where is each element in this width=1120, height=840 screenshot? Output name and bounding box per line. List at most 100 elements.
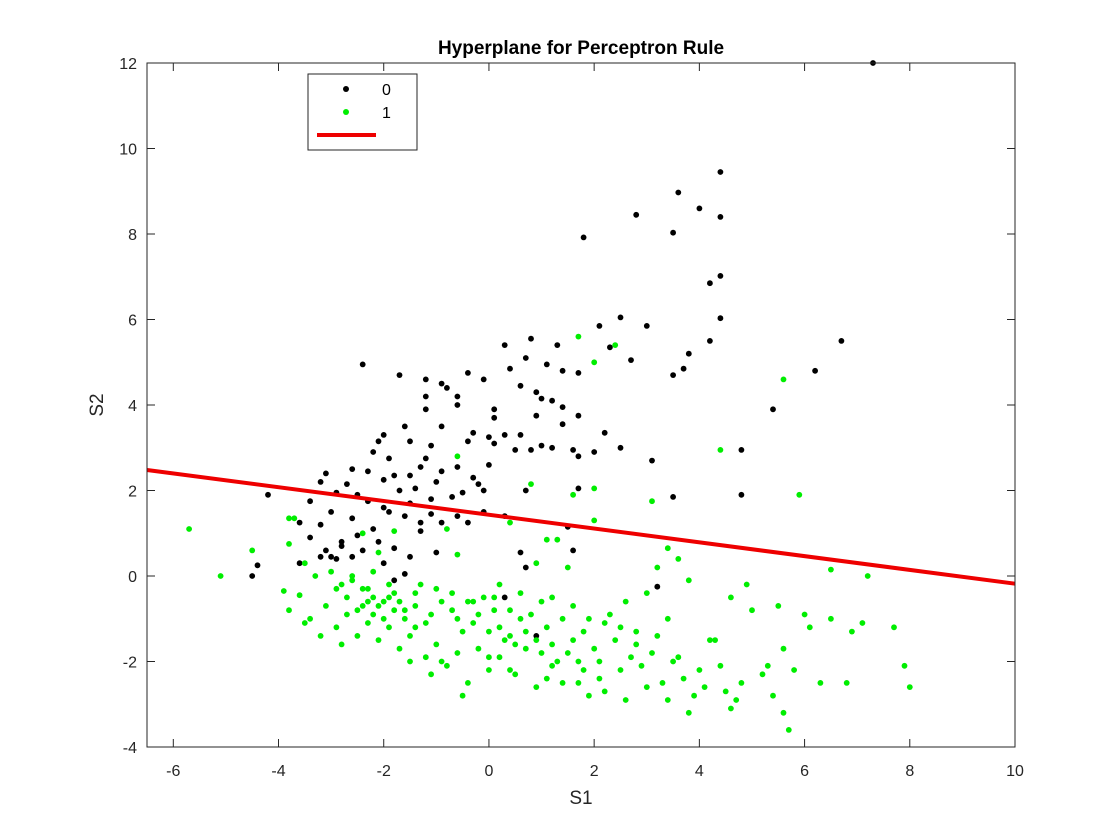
y-tick-label: -4 <box>123 740 137 757</box>
data-point-class-0 <box>538 442 545 449</box>
data-point-class-1 <box>554 536 561 543</box>
data-point-class-1 <box>733 697 740 703</box>
y-tick-label: 0 <box>128 569 137 586</box>
data-point-class-1 <box>628 654 634 661</box>
data-point-class-1 <box>286 541 292 547</box>
data-point-class-0 <box>344 481 350 487</box>
x-tick-label: 4 <box>695 763 704 780</box>
data-point-class-1 <box>591 517 598 524</box>
data-point-class-0 <box>417 464 424 470</box>
data-point-class-0 <box>338 538 345 545</box>
data-point-class-1 <box>633 628 640 635</box>
data-point-class-1 <box>586 692 592 699</box>
data-point-class-1 <box>507 519 513 526</box>
data-point-class-0 <box>417 519 424 526</box>
data-point-class-0 <box>438 380 445 387</box>
data-point-class-1 <box>675 556 682 562</box>
data-point-class-0 <box>607 344 613 351</box>
data-point-class-1 <box>459 692 466 699</box>
data-point-class-1 <box>217 573 224 579</box>
data-point-class-1 <box>575 333 582 340</box>
data-point-class-1 <box>722 688 729 695</box>
data-point-class-1 <box>470 620 477 626</box>
data-point-class-1 <box>391 607 398 614</box>
data-point-class-0 <box>328 509 334 515</box>
data-point-class-1 <box>759 671 766 678</box>
data-point-class-1 <box>712 637 718 643</box>
data-point-class-0 <box>249 573 256 579</box>
data-point-class-0 <box>738 447 745 453</box>
data-point-class-1 <box>543 624 550 631</box>
data-point-class-1 <box>438 658 445 665</box>
data-point-class-0 <box>685 350 692 357</box>
data-point-class-1 <box>344 594 350 601</box>
data-point-class-1 <box>301 620 308 626</box>
data-point-class-0 <box>570 547 576 554</box>
data-point-class-1 <box>412 590 419 596</box>
data-point-class-1 <box>591 485 598 492</box>
data-point-class-1 <box>486 654 492 661</box>
data-point-class-1 <box>333 585 340 592</box>
data-point-class-1 <box>559 680 566 686</box>
legend-marker-class-1 <box>343 109 349 115</box>
data-point-class-0 <box>433 479 440 485</box>
data-point-class-1 <box>454 615 461 622</box>
data-point-class-0 <box>470 474 477 481</box>
data-point-class-0 <box>370 449 377 455</box>
data-point-class-1 <box>675 654 682 661</box>
data-point-class-1 <box>349 577 356 584</box>
data-point-class-0 <box>428 511 434 517</box>
hyperplane-line <box>146 467 1016 586</box>
x-axis-label: S1 <box>569 788 592 809</box>
data-point-class-0 <box>522 487 529 494</box>
data-point-class-1 <box>428 611 434 618</box>
data-point-class-1 <box>549 641 555 648</box>
data-point-class-1 <box>512 641 519 648</box>
data-point-class-0 <box>617 314 624 321</box>
data-point-class-1 <box>359 530 366 537</box>
data-point-class-1 <box>507 607 513 614</box>
data-point-class-0 <box>838 338 845 344</box>
data-point-class-1 <box>670 658 676 665</box>
data-point-class-1 <box>570 637 576 643</box>
data-point-class-1 <box>517 615 524 622</box>
data-point-class-1 <box>717 447 724 453</box>
data-point-class-1 <box>475 645 482 652</box>
data-point-class-0 <box>407 438 413 445</box>
data-point-class-0 <box>480 376 487 383</box>
data-point-class-0 <box>380 432 387 438</box>
data-point-class-1 <box>396 598 403 605</box>
data-point-class-1 <box>333 624 340 631</box>
data-point-class-1 <box>528 611 534 618</box>
data-point-class-0 <box>338 543 345 549</box>
data-point-class-1 <box>407 633 413 639</box>
data-point-class-1 <box>538 650 545 656</box>
data-point-class-1 <box>465 680 471 686</box>
data-point-class-1 <box>491 594 498 601</box>
data-point-class-0 <box>491 440 498 447</box>
data-point-class-1 <box>580 628 587 635</box>
data-point-class-1 <box>728 705 734 712</box>
data-point-class-0 <box>528 335 534 342</box>
data-point-class-1 <box>680 675 687 682</box>
data-point-class-0 <box>375 438 382 445</box>
data-point-class-1 <box>428 671 434 678</box>
data-point-class-1 <box>417 581 424 588</box>
data-point-class-0 <box>401 423 408 430</box>
data-point-class-1 <box>496 581 503 588</box>
data-point-class-0 <box>407 472 413 479</box>
data-point-class-0 <box>717 214 724 220</box>
data-point-class-1 <box>717 662 724 669</box>
data-point-class-0 <box>391 472 398 479</box>
chart-title: Hyperplane for Perceptron Rule <box>438 38 724 59</box>
data-point-class-0 <box>307 498 313 505</box>
data-point-class-0 <box>333 556 340 562</box>
data-point-class-0 <box>465 519 471 526</box>
data-point-class-0 <box>401 513 408 519</box>
data-point-class-1 <box>422 654 429 661</box>
data-point-class-1 <box>691 692 697 699</box>
data-point-class-1 <box>291 515 298 522</box>
data-point-class-1 <box>480 594 487 601</box>
data-point-class-1 <box>401 615 408 622</box>
data-point-class-0 <box>533 412 540 419</box>
